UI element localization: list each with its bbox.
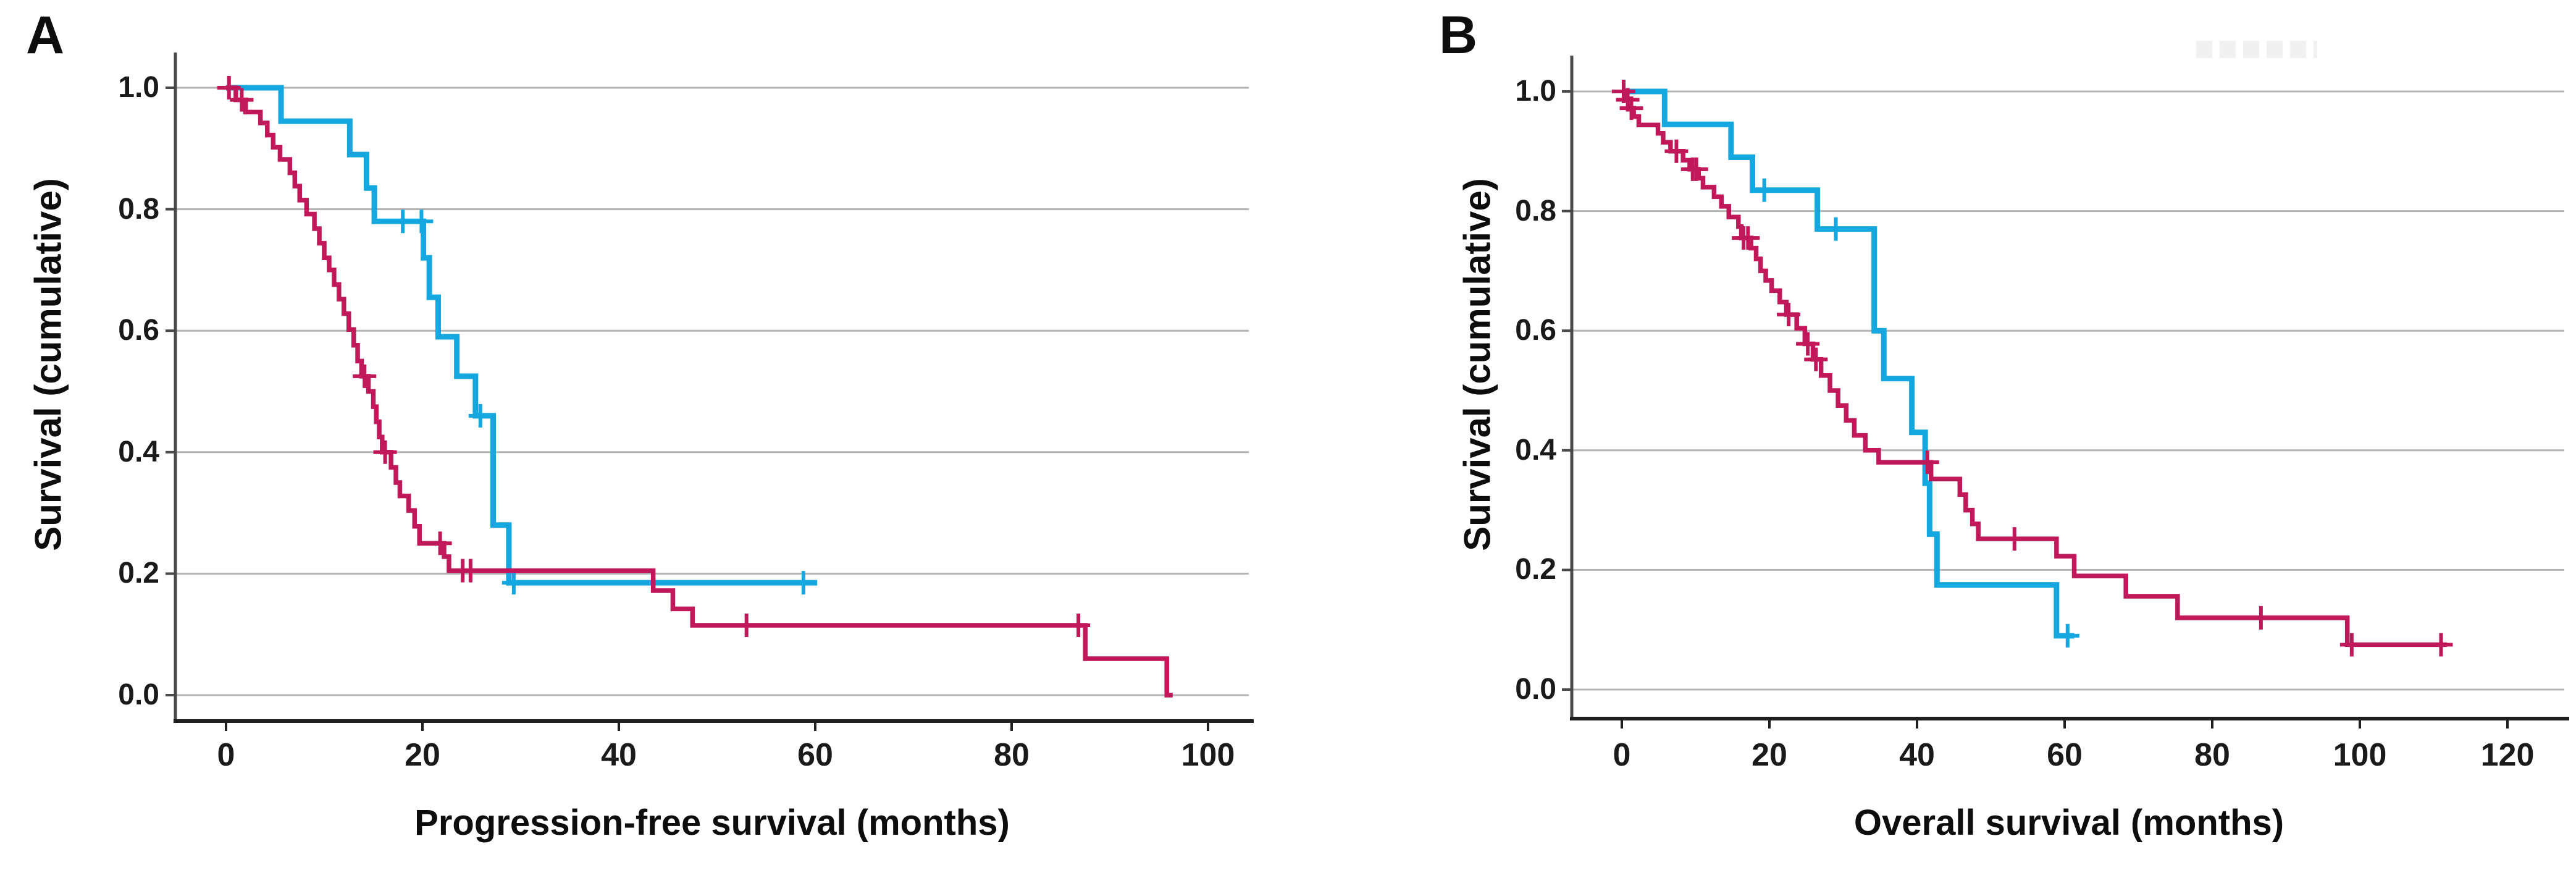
panel-a-x-axis-title: Progression-free survival (months) — [414, 803, 1010, 843]
panel-a-y-tick-label-0.4: 0.4 — [118, 435, 159, 468]
faded-legend-artifact — [2196, 41, 2317, 58]
panel-b-x-tick-label-0: 0 — [1613, 737, 1631, 773]
panel-a-x-tick-label-40: 40 — [601, 737, 637, 773]
panel-a-x-tick-label-80: 80 — [994, 737, 1030, 773]
panel-a-y-tick-label-0.2: 0.2 — [118, 557, 159, 590]
panel-b-y-tick-label-0.0: 0.0 — [1515, 673, 1556, 706]
panel-a-x-tick-label-100: 100 — [1181, 737, 1235, 773]
panel-b-x-tick-label-60: 60 — [2047, 737, 2083, 773]
panel-b-y-tick-label-0.4: 0.4 — [1515, 433, 1556, 467]
panel-b-x-tick-label-120: 120 — [2480, 737, 2535, 773]
panel-b-y-tick-label-0.6: 0.6 — [1515, 314, 1556, 347]
panel-b-red-group-survival-curve — [1622, 89, 2448, 648]
panel-b-label: B — [1439, 6, 1478, 65]
panel-a-y-tick-label-0.8: 0.8 — [118, 192, 159, 226]
panel-b-x-tick-label-80: 80 — [2194, 737, 2230, 773]
panel-b-y-tick-label-0.8: 0.8 — [1515, 194, 1556, 227]
panel-a-x-tick-label-60: 60 — [797, 737, 833, 773]
panel-b-x-tick-label-100: 100 — [2333, 737, 2387, 773]
panel-b-y-axis-title: Survival (cumulative) — [1456, 178, 1498, 551]
panel-a-blue-group-survival-curve — [226, 85, 818, 586]
panel-a-y-tick-label-1.0: 1.0 — [118, 71, 159, 104]
panel-a-y-axis-title: Survival (cumulative) — [27, 178, 69, 551]
panel-a-y-tick-label-0.6: 0.6 — [118, 314, 159, 347]
panel-b-x-tick-label-20: 20 — [1752, 737, 1787, 773]
panel-a-label: A — [26, 6, 65, 65]
panel-b-y-tick-label-0.2: 0.2 — [1515, 553, 1556, 586]
panel-a-x-tick-label-20: 20 — [405, 737, 440, 773]
panel-b-y-tick-label-1.0: 1.0 — [1515, 75, 1556, 108]
panel-b-x-axis-title: Overall survival (months) — [1853, 803, 2284, 843]
panel-b-blue-group-survival-curve — [1622, 88, 2075, 639]
panel-a-red-group-survival-curve — [226, 85, 1173, 698]
panel-b-x-tick-label-40: 40 — [1899, 737, 1935, 773]
panel-a-y-tick-label-0.0: 0.0 — [118, 678, 159, 711]
panel-a-x-tick-label-0: 0 — [217, 737, 235, 773]
